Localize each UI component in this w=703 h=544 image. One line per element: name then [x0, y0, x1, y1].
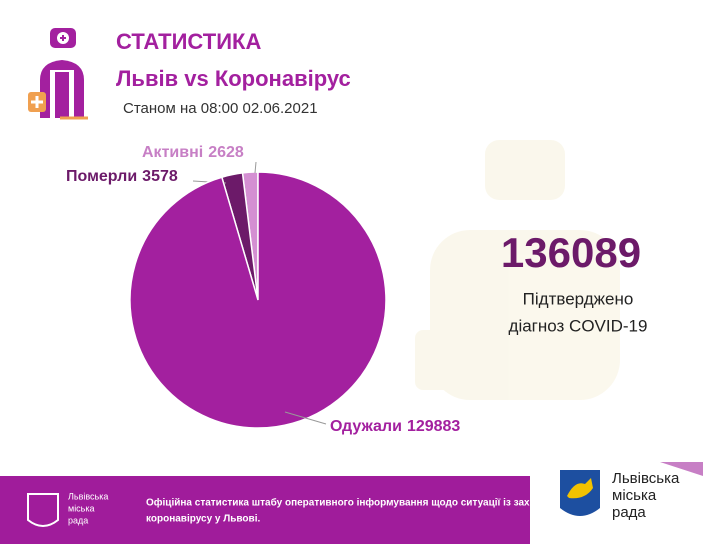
leader-line [284, 411, 327, 425]
doctor-icon [28, 28, 88, 120]
pie-slice [129, 171, 387, 429]
pie: Активні 2628 Померли 3578 Одужали 129883 [66, 144, 460, 435]
slice-value: 2628 [208, 144, 244, 161]
logo-text: міська [612, 487, 657, 504]
total-label: Підтверджено [523, 289, 634, 308]
slice-name: Померли [66, 168, 137, 185]
footer-logo-text: міська [68, 503, 95, 513]
slice-label: Померли 3578 [66, 168, 178, 185]
slice-name: Активні [142, 144, 203, 161]
logo-text: рада [612, 504, 646, 521]
total: 136089 [501, 229, 641, 276]
slice-value: 3578 [142, 168, 178, 185]
title: СТАТИСТИКА [116, 29, 261, 54]
total-label: діагноз COVID-19 [509, 316, 648, 335]
footer-text: Офіційна статистика штабу оперативного і… [146, 497, 530, 509]
footer-logo [27, 493, 59, 527]
footer-logo-text: Львівська [68, 491, 108, 501]
logo-text: Львівська [612, 470, 680, 487]
slice-label: Активні 2628 [142, 144, 244, 161]
footer-text: коронавірусу у Львові. [146, 514, 260, 525]
footer-logo-text: рада [68, 515, 88, 525]
watermark [415, 140, 620, 400]
city-logo [560, 470, 600, 516]
subtitle: Львів vs Коронавірус [116, 66, 351, 91]
leader-line [254, 161, 257, 174]
slice-name: Одужали [330, 418, 402, 435]
slice-value: 129883 [407, 418, 460, 435]
date: Станом на 08:00 02.06.2021 [123, 100, 318, 117]
logo-panel-corner [660, 462, 703, 476]
slice-label: Одужали 129883 [330, 418, 460, 435]
